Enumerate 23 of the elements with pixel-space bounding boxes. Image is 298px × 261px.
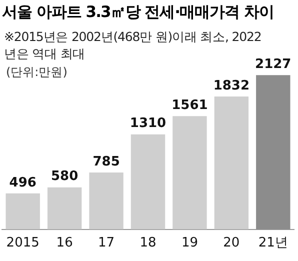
- bar: [47, 187, 82, 230]
- data-label: 1832: [213, 78, 250, 94]
- x-tick-label: 17: [98, 236, 115, 251]
- bar: [6, 193, 40, 230]
- x-tick-label: 20: [223, 236, 240, 251]
- data-label: 580: [51, 169, 78, 184]
- x-tick-label: 18: [140, 236, 156, 251]
- data-label: 2127: [255, 56, 292, 72]
- data-label: 785: [92, 154, 120, 170]
- x-tick-label: 16: [56, 236, 73, 251]
- chart-title: 서울 아파트 3.3㎡당 전세·매매가격 차이: [2, 2, 274, 23]
- x-tick-label: 2015: [6, 236, 40, 251]
- data-label: 1310: [130, 116, 166, 132]
- bar: [89, 172, 124, 230]
- data-label: 496: [9, 175, 36, 190]
- x-tick-label: 21년: [258, 236, 288, 251]
- bar: [130, 134, 166, 230]
- bar: [214, 96, 249, 230]
- x-tick-label: 19: [181, 236, 198, 251]
- bar: [172, 116, 207, 230]
- data-label: 1561: [172, 98, 208, 114]
- bar: [256, 75, 290, 230]
- annotation: (단위:만원): [6, 64, 68, 81]
